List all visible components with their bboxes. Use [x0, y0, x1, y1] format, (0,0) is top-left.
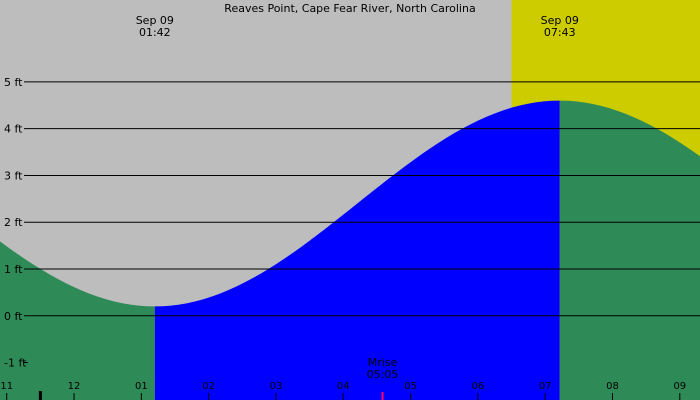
- chart-title: Reaves Point, Cape Fear River, North Car…: [224, 2, 475, 15]
- y-tick-label: 1 ft: [4, 263, 23, 276]
- y-tick-label: 0 ft: [4, 310, 23, 323]
- x-tick-label: 05: [404, 381, 417, 392]
- x-tick-label: 07: [539, 381, 552, 392]
- x-tick-label: 03: [270, 381, 283, 392]
- extreme-date: Sep 09: [541, 14, 579, 27]
- extreme-time: 07:43: [544, 26, 576, 39]
- y-tick-label: 4 ft: [4, 123, 23, 136]
- y-tick-label: -1 ft: [4, 357, 27, 370]
- x-axis: 11 12 01 02 03 04 05 06 07 08 09: [0, 381, 686, 400]
- moon-event-time: 05:05: [367, 368, 399, 381]
- y-axis-labels: -1 ft 0 ft 1 ft 2 ft 3 ft 4 ft 5 ft: [4, 76, 27, 370]
- y-tick-label: 5 ft: [4, 76, 23, 89]
- extreme-time: 01:42: [139, 26, 171, 39]
- extreme-date: Sep 09: [136, 14, 174, 27]
- x-tick-label: 09: [673, 381, 686, 392]
- falling-tide-area: [559, 100, 700, 400]
- y-gridlines: [24, 81, 700, 364]
- x-tick-label: 11: [0, 381, 13, 392]
- falling-tide-area: [0, 241, 155, 400]
- y-tick-label: 3 ft: [4, 169, 23, 182]
- x-tick-label: 02: [202, 381, 215, 392]
- x-tick-label: 12: [68, 381, 81, 392]
- y-tick-label: 2 ft: [4, 216, 23, 229]
- moon-event-label: Mrise: [368, 356, 398, 369]
- x-tick-label: 04: [337, 381, 350, 392]
- x-tick-label: 01: [135, 381, 148, 392]
- x-tick-label: 06: [472, 381, 485, 392]
- x-tick-label: 08: [606, 381, 619, 392]
